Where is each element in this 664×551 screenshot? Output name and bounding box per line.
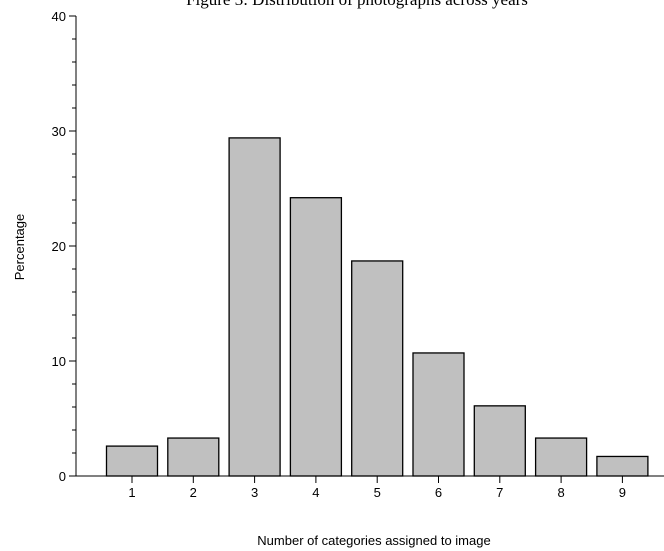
x-tick-label: 3 — [251, 485, 258, 500]
y-axis: 0 10 20 30 40 — [52, 9, 76, 484]
x-tick-label: 7 — [496, 485, 503, 500]
bar-6 — [413, 353, 464, 476]
bar-1 — [107, 446, 158, 476]
x-tick-label: 6 — [435, 485, 442, 500]
chart-title: Figure 3: Distribution of photographs ac… — [186, 0, 528, 9]
bar-5 — [352, 261, 403, 476]
x-tick-label: 5 — [374, 485, 381, 500]
y-axis-label: Percentage — [12, 214, 27, 281]
bars — [107, 138, 648, 476]
bar-3 — [229, 138, 280, 476]
x-tick-label: 9 — [619, 485, 626, 500]
x-tick-label: 4 — [312, 485, 319, 500]
bar-7 — [474, 406, 525, 476]
bar-9 — [597, 456, 648, 476]
bar-8 — [536, 438, 587, 476]
x-tick-label: 2 — [190, 485, 197, 500]
y-tick-label: 0 — [59, 469, 66, 484]
y-tick-label: 10 — [52, 354, 66, 369]
y-tick-label: 30 — [52, 124, 66, 139]
y-tick-label: 20 — [52, 239, 66, 254]
bar-2 — [168, 438, 219, 476]
x-tick-label: 8 — [557, 485, 564, 500]
x-axis: 1 2 3 4 5 6 7 8 9 — [76, 476, 664, 500]
x-axis-label: Number of categories assigned to image — [257, 533, 490, 548]
x-tick-label: 1 — [128, 485, 135, 500]
y-tick-label: 40 — [52, 9, 66, 24]
bar-4 — [290, 198, 341, 476]
